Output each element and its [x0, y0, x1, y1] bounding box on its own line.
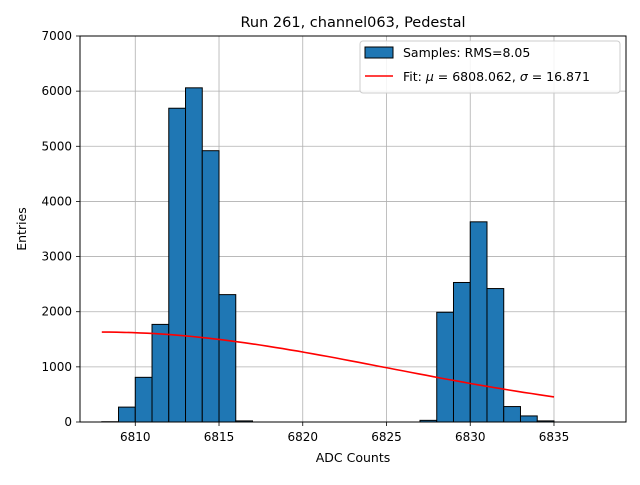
- x-tick-label: 6810: [120, 430, 151, 444]
- x-tick-label: 6830: [455, 430, 486, 444]
- x-tick-label: 6835: [539, 430, 570, 444]
- y-tick-label: 6000: [41, 84, 72, 98]
- y-tick-label: 2000: [41, 305, 72, 319]
- y-tick-label: 3000: [41, 250, 72, 264]
- histogram-bar: [487, 289, 504, 422]
- histogram-bar: [504, 407, 521, 422]
- histogram-bar: [152, 324, 169, 422]
- y-tick-label: 0: [64, 415, 72, 429]
- y-tick-label: 1000: [41, 360, 72, 374]
- x-axis-label: ADC Counts: [316, 450, 391, 465]
- histogram-bar: [470, 222, 487, 422]
- histogram-bar: [135, 377, 152, 422]
- legend-fit-mu-symbol: μ: [425, 69, 434, 84]
- histogram-bar: [437, 312, 454, 422]
- histogram-bar: [453, 282, 470, 422]
- legend-fit-mu-value: = 6808.062,: [434, 69, 520, 84]
- y-axis-label: Entries: [14, 207, 29, 251]
- x-tick-label: 6815: [204, 430, 235, 444]
- legend-bars-label: Samples: RMS=8.05: [403, 45, 530, 60]
- legend-fit-prefix: Fit:: [403, 69, 426, 84]
- histogram-bar: [202, 151, 219, 422]
- histogram-bar: [520, 416, 537, 422]
- histogram-bar: [119, 407, 136, 422]
- y-tick-label: 7000: [41, 29, 72, 43]
- y-tick-label: 5000: [41, 139, 72, 153]
- chart-title: Run 261, channel063, Pedestal: [240, 15, 465, 31]
- legend: Samples: RMS=8.05 Fit: μ = 6808.062, σ =…: [360, 41, 620, 93]
- x-tick-label: 6820: [287, 430, 318, 444]
- y-tick-label: 4000: [41, 194, 72, 208]
- histogram-bar: [169, 108, 186, 422]
- legend-fit-label: Fit: μ = 6808.062, σ = 16.871: [403, 69, 590, 84]
- histogram-bar: [186, 88, 203, 422]
- legend-fit-sigma-value: = 16.871: [528, 69, 590, 84]
- histogram-bar: [219, 295, 236, 422]
- legend-bars-swatch: [365, 47, 393, 58]
- x-tick-label: 6825: [371, 430, 402, 444]
